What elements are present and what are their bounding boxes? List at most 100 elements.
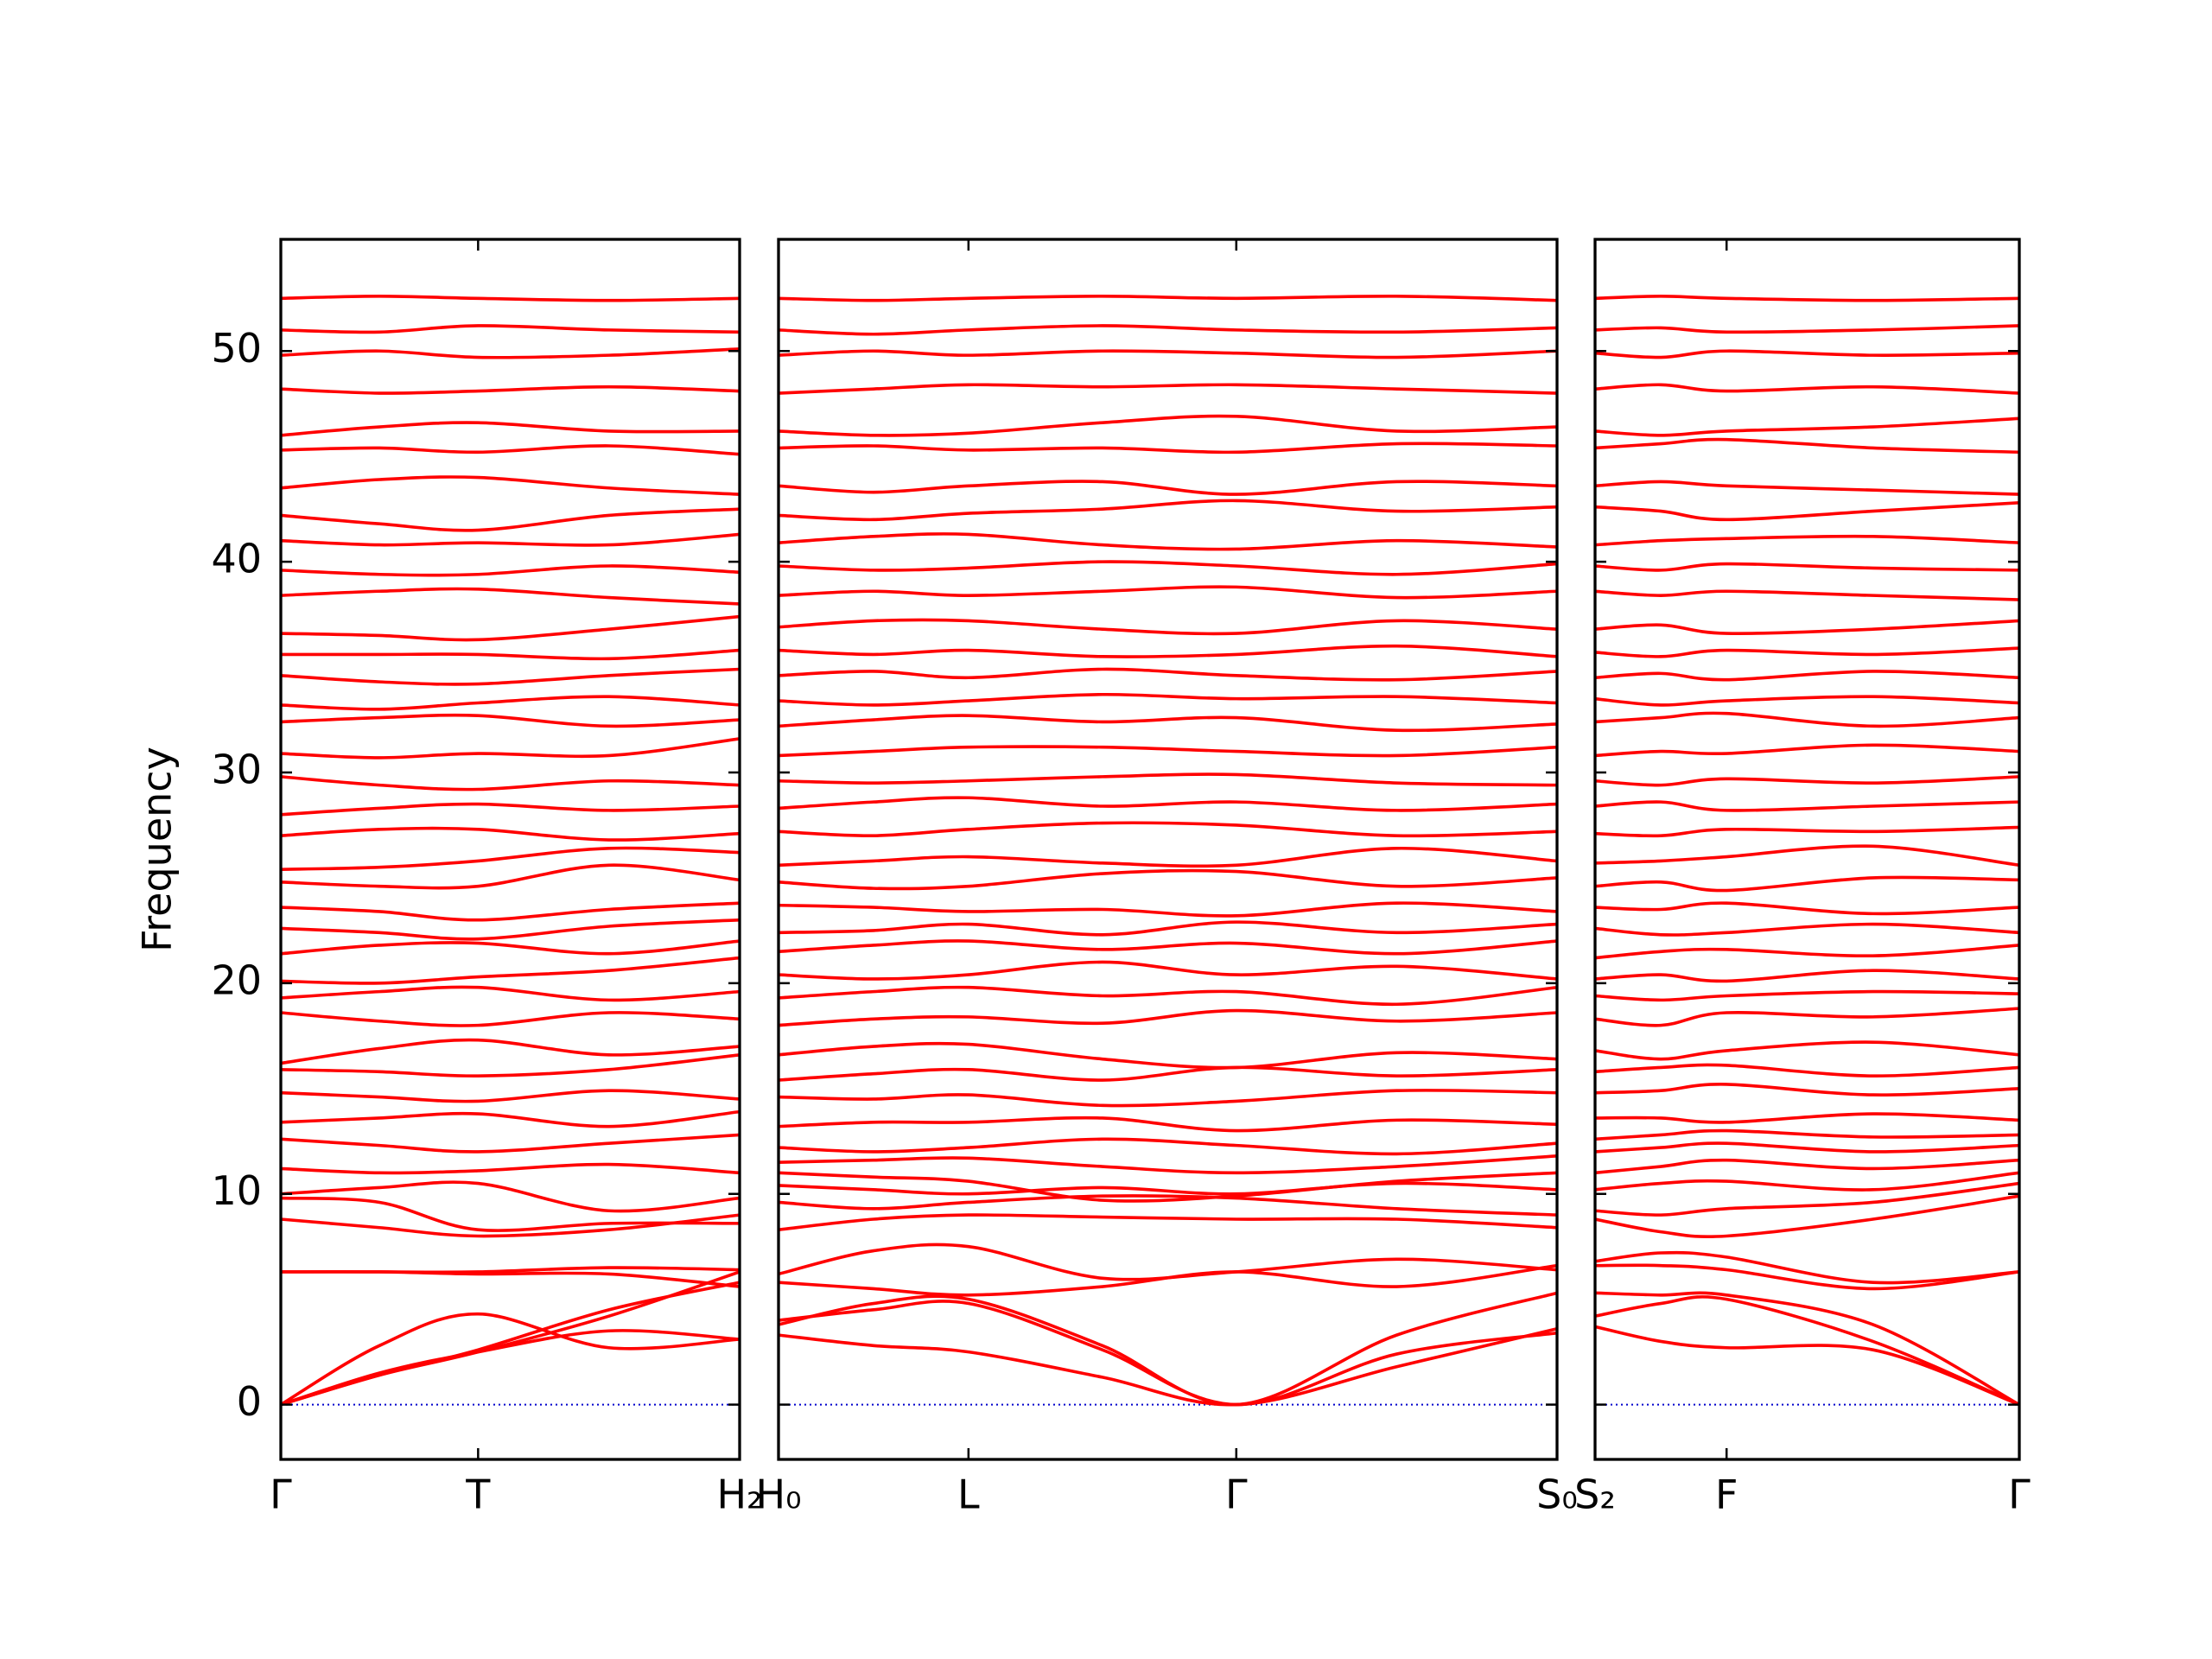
band [281, 507, 740, 532]
y-tick-label: 10 [211, 1167, 262, 1214]
band [779, 1089, 1557, 1108]
band [779, 821, 1557, 838]
band [281, 532, 740, 547]
band [779, 1154, 1557, 1175]
band [1595, 295, 2019, 302]
x-tick-label: Γ [1225, 1471, 1248, 1518]
band [281, 1269, 740, 1288]
band [281, 802, 740, 817]
band [1595, 670, 2019, 682]
band [779, 1194, 1557, 1217]
band [779, 985, 1557, 1007]
band [1595, 1063, 2019, 1077]
band [779, 644, 1557, 658]
band [779, 1116, 1557, 1133]
band [1595, 1325, 2019, 1407]
bands [281, 295, 740, 1407]
band [1595, 324, 2019, 334]
band [281, 295, 740, 302]
band [779, 618, 1557, 636]
band [779, 324, 1557, 336]
band [1595, 1158, 2019, 1175]
band [779, 532, 1557, 551]
band [779, 414, 1557, 437]
band [1595, 1083, 2019, 1096]
band [281, 347, 740, 359]
band [281, 1011, 740, 1027]
band [281, 324, 740, 334]
x-tick-label: S₂ [1574, 1471, 1616, 1518]
band [281, 1329, 740, 1407]
band [281, 1180, 740, 1213]
band [779, 1243, 1557, 1281]
band [281, 695, 740, 711]
y-tick-label: 50 [211, 325, 262, 372]
band [281, 1213, 740, 1238]
band [779, 1171, 1557, 1203]
band [1595, 416, 2019, 437]
band [779, 667, 1557, 682]
band [779, 901, 1557, 918]
band [779, 295, 1557, 302]
band [1595, 875, 2019, 893]
band [1595, 844, 2019, 868]
band [779, 939, 1557, 956]
x-tick-label: F [1715, 1471, 1738, 1518]
band [281, 775, 740, 791]
band [779, 499, 1557, 522]
band [1595, 1263, 2019, 1291]
x-tick-label: Γ [2008, 1471, 2031, 1518]
band [779, 960, 1557, 981]
band [281, 444, 740, 456]
band [779, 796, 1557, 812]
band [779, 920, 1557, 937]
band [281, 737, 740, 760]
band [1595, 800, 2019, 812]
band [779, 868, 1557, 891]
y-tick-label: 40 [211, 536, 262, 582]
band [281, 1109, 740, 1128]
band [779, 1137, 1557, 1156]
band [779, 560, 1557, 576]
band [1595, 562, 2019, 572]
band [1595, 1295, 2019, 1407]
band [281, 564, 740, 577]
bands [1595, 295, 2019, 1407]
band [281, 1266, 740, 1274]
band [779, 1263, 1557, 1297]
x-tick-label: H₂ [716, 1471, 762, 1518]
frame [1593, 238, 2021, 1461]
band [779, 1181, 1557, 1196]
y-tick-label: 0 [237, 1378, 262, 1425]
band [1595, 1250, 2019, 1285]
band [281, 648, 740, 661]
band [1595, 1181, 2019, 1217]
band [779, 1327, 1557, 1407]
y-tick-label: 30 [211, 746, 262, 792]
band [1595, 695, 2019, 707]
band [281, 667, 740, 686]
band [1595, 1128, 2019, 1141]
band [1595, 1112, 2019, 1124]
band [281, 918, 740, 941]
band [281, 863, 740, 890]
band [779, 1213, 1557, 1231]
band [1595, 1040, 2019, 1061]
band [1595, 825, 2019, 838]
band [779, 1041, 1557, 1070]
band [281, 1312, 740, 1407]
band [1595, 1141, 2019, 1154]
band [1595, 922, 2019, 937]
band [281, 1133, 740, 1154]
band [779, 585, 1557, 600]
band [1595, 969, 2019, 983]
band [1595, 1194, 2019, 1239]
band [1595, 501, 2019, 522]
band [779, 1300, 1557, 1407]
band [779, 480, 1557, 496]
band [281, 385, 740, 395]
band [1595, 1171, 2019, 1192]
band [1595, 480, 2019, 496]
y-axis-label: Frequency [134, 747, 181, 952]
